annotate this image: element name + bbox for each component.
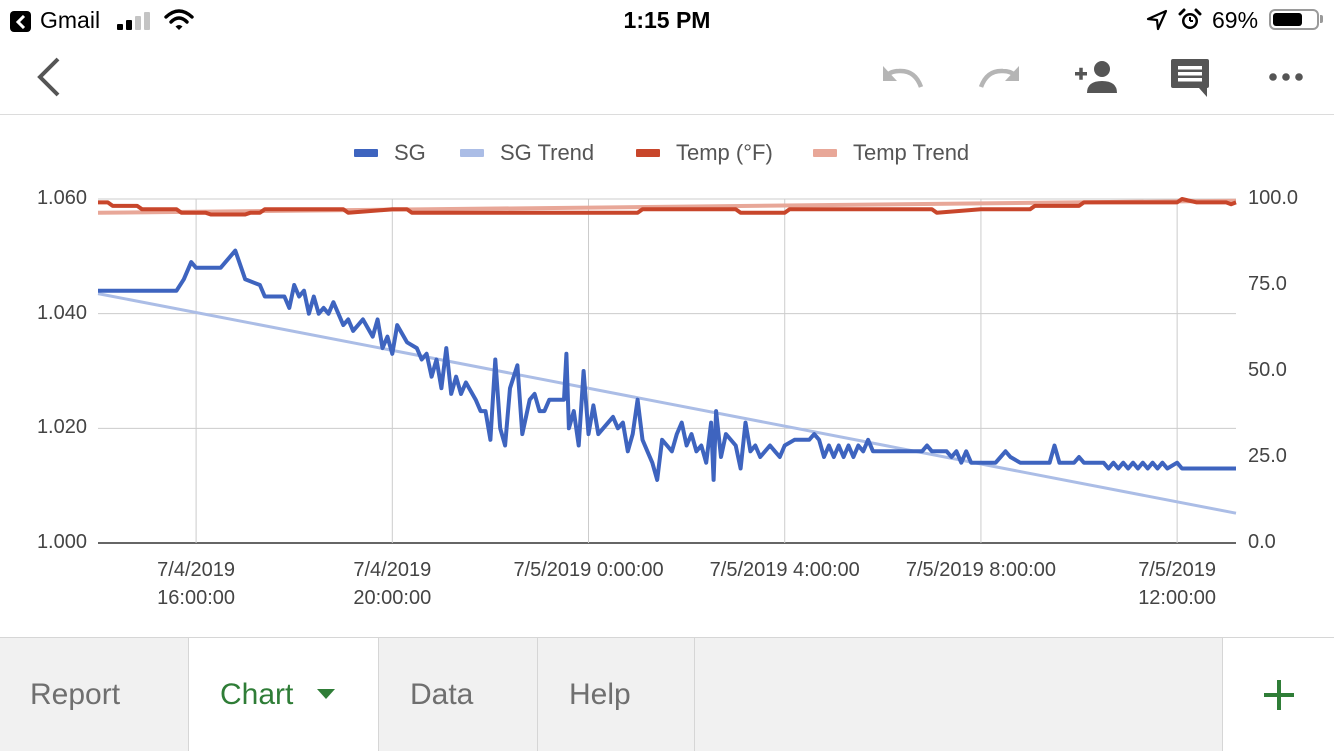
alarm-clock-icon <box>1178 8 1202 29</box>
x-axis-tick-label: 7/5/2019 8:00:00 <box>905 559 1056 581</box>
legend-item-sg[interactable]: SG <box>354 140 426 166</box>
add-person-icon[interactable] <box>1068 40 1122 114</box>
legend-label-sg: SG <box>394 140 426 165</box>
tab-report-label: Report <box>30 677 121 711</box>
tab-data[interactable]: Data <box>379 638 537 751</box>
chevron-down-icon[interactable] <box>317 689 336 700</box>
more-options-icon[interactable] <box>1262 40 1310 114</box>
left-axis-tick-label: 1.040 <box>36 301 87 324</box>
right-axis-tick-label: 25.0 <box>1248 445 1287 467</box>
series-line-sg-trend <box>97 292 1237 515</box>
legend-item-temp-trend[interactable]: Temp Trend <box>813 140 969 166</box>
redo-icon[interactable] <box>972 40 1026 114</box>
tab-chart-label: Chart <box>220 677 294 711</box>
cellular-signal-icon <box>117 12 153 30</box>
right-axis-tick-label: 50.0 <box>1248 359 1287 381</box>
x-axis-tick-label: 7/5/2019 4:00:00 <box>709 559 860 581</box>
wifi-icon <box>164 9 194 30</box>
legend-swatch-temp-trend <box>813 149 837 157</box>
series-line-temp-f <box>98 197 1237 217</box>
right-axis-tick-label: 75.0 <box>1248 273 1287 295</box>
back-arrow-icon[interactable] <box>24 40 74 114</box>
legend-item-temp[interactable]: Temp (°F) <box>636 140 773 166</box>
left-axis-tick-label: 1.060 <box>36 187 87 209</box>
tab-divider <box>378 638 379 751</box>
undo-icon[interactable] <box>876 40 930 114</box>
left-axis-tick-label: 1.020 <box>36 416 87 439</box>
tab-report[interactable]: Report <box>0 638 188 751</box>
tab-divider <box>694 638 695 751</box>
battery-percentage: 69% <box>1212 7 1259 33</box>
x-axis-tick-label: 7/5/2019 0:00:00 <box>513 559 664 581</box>
back-to-app-label[interactable]: Gmail <box>40 7 101 33</box>
back-to-app-icon[interactable] <box>10 11 31 32</box>
x-axis-tick-label: 7/4/2019 16:00:00 <box>157 559 236 609</box>
tab-divider <box>188 638 189 751</box>
add-sheet-button[interactable] <box>1222 638 1334 751</box>
series-line-sg <box>98 248 1236 482</box>
tab-help-label: Help <box>569 677 631 711</box>
tab-data-label: Data <box>410 677 474 711</box>
plus-icon <box>1264 679 1294 710</box>
x-axis-tick-label: 7/5/2019 12:00:00 <box>1138 559 1217 609</box>
right-axis-tick-label: 100.0 <box>1248 187 1299 209</box>
legend-label-temp-trend: Temp Trend <box>853 140 970 165</box>
legend-swatch-temp <box>636 149 660 157</box>
battery-terminal <box>1320 15 1323 23</box>
legend-label-sg-trend: SG Trend <box>500 140 595 165</box>
tab-divider <box>537 638 538 751</box>
left-axis-tick-label: 1.000 <box>36 531 87 553</box>
battery-level <box>1273 13 1302 26</box>
legend-swatch-sg-trend <box>460 149 484 157</box>
line-chart[interactable] <box>0 0 1334 636</box>
legend-item-sg-trend[interactable]: SG Trend <box>460 140 594 166</box>
right-axis-tick-label: 0.0 <box>1248 531 1276 553</box>
toolbar <box>0 40 1334 115</box>
legend-swatch-sg <box>354 149 378 157</box>
location-arrow-icon <box>1146 9 1168 31</box>
comment-icon[interactable] <box>1165 40 1215 114</box>
tab-chart[interactable]: Chart <box>189 638 378 751</box>
legend-label-temp: Temp (°F) <box>676 140 773 165</box>
x-axis-tick-label: 7/4/2019 20:00:00 <box>353 559 432 609</box>
battery-icon <box>1269 9 1319 30</box>
sheet-tab-bar: Report Chart Data Help <box>0 637 1334 751</box>
tab-help[interactable]: Help <box>538 638 694 751</box>
